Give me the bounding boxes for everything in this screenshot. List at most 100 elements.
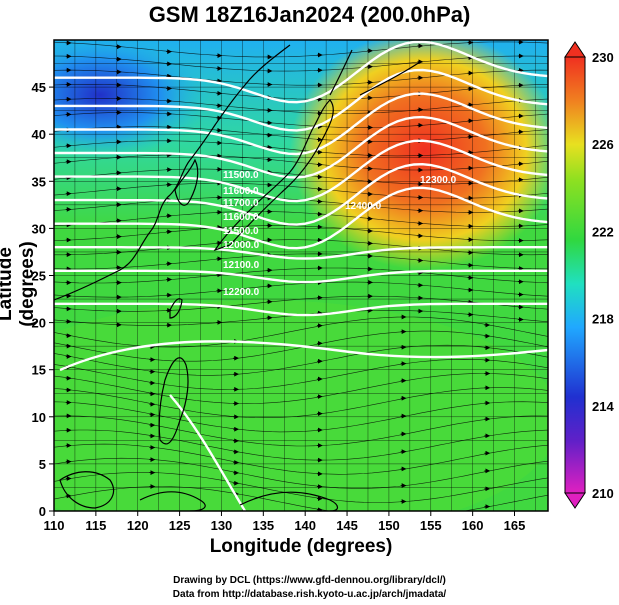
x-tick-label: 135 [252, 518, 274, 533]
coastline [139, 491, 206, 511]
coastline [59, 471, 115, 509]
streamline [54, 316, 548, 348]
streamline [54, 472, 548, 503]
colorbar: 230 226 222 218 214 210 [564, 41, 614, 509]
streamline [54, 154, 548, 171]
streamline [54, 373, 548, 404]
contour-labels: 11500.011600.011700.011600.011500.012000… [223, 170, 457, 298]
y-tick-label: 45 [32, 80, 46, 95]
colorbar-tick-label: 210 [592, 486, 614, 501]
coastline [239, 491, 339, 511]
colorbar-ramp [564, 56, 586, 494]
colorbar-tick-label: 214 [592, 399, 614, 414]
contour-label: 12400.0 [345, 201, 382, 212]
height-contour [54, 162, 548, 226]
colorbar-tick-label: 218 [592, 312, 614, 327]
streamline [54, 55, 548, 72]
contour-label: 12300.0 [420, 175, 457, 186]
height-contour [54, 68, 548, 132]
contour-label: 11600.0 [223, 186, 259, 197]
warm-region [290, 40, 548, 270]
streamline [54, 330, 548, 362]
streamline [54, 41, 548, 58]
height-contour [54, 269, 548, 284]
map-plot-area: 11500.011600.011700.011600.011500.012000… [54, 40, 548, 511]
streamline [54, 69, 548, 86]
wind-streamlines [54, 40, 548, 511]
streamline [54, 457, 548, 489]
x-tick-label: 130 [211, 518, 233, 533]
x-axis-label: Longitude (degrees) [209, 536, 393, 557]
streamline [54, 84, 548, 100]
colorbar-tick-label: 230 [592, 50, 614, 65]
streamline [54, 267, 548, 284]
streamline [54, 182, 548, 199]
coastline [174, 158, 199, 206]
y-tick-label: 10 [32, 410, 46, 425]
height-contour [54, 139, 548, 203]
colorbar-max-arrow [564, 41, 586, 58]
x-axis-ticks: 110 115 120 125 130 135 140 145 150 155 160 165 [44, 511, 526, 533]
contour-label: 11500.0 [223, 170, 259, 181]
x-tick-label: 155 [420, 518, 442, 533]
streamline [54, 211, 548, 227]
y-tick-label: 35 [32, 174, 46, 189]
coastline [213, 99, 334, 252]
height-contour [54, 40, 548, 104]
x-tick-label: 115 [85, 518, 106, 533]
y-tick-label: 30 [32, 221, 46, 236]
streamline [54, 358, 548, 390]
height-contour [54, 246, 548, 260]
streamline [54, 295, 548, 312]
y-axis-ticks: 0 5 10 15 20 25 30 35 40 45 [32, 80, 54, 519]
x-tick-label: 160 [462, 518, 484, 533]
x-tick-label: 125 [169, 518, 191, 533]
colorbar-min-arrow [564, 492, 586, 509]
tropical-region [54, 300, 548, 511]
x-tick-label: 145 [336, 518, 358, 533]
streamline [54, 253, 548, 270]
y-tick-label: 0 [39, 504, 46, 519]
coastline [158, 357, 189, 445]
credit-drawing: Drawing by DCL (https://www.gfd-dennou.o… [173, 575, 446, 586]
y-tick-label: 40 [32, 127, 46, 142]
height-contour [54, 302, 548, 317]
colorbar-tick-label: 222 [592, 224, 614, 239]
streamline [54, 225, 548, 241]
colorbar-ticks: 230 226 222 218 214 210 [592, 50, 614, 501]
coastline [329, 49, 421, 96]
x-tick-label: 140 [294, 518, 316, 533]
contour-label: 12200.0 [223, 287, 260, 298]
lat-lon-grid [54, 40, 548, 511]
contour-label: 11700.0 [223, 198, 259, 209]
x-tick-label: 150 [378, 518, 400, 533]
streamline [54, 344, 548, 376]
coastlines [54, 44, 421, 511]
contour-label: 11600.0 [223, 212, 259, 223]
chart-title: GSM 18Z16Jan2024 (200.0hPa) [148, 2, 471, 27]
streamline [54, 401, 548, 433]
y-tick-label: 5 [39, 457, 46, 472]
credit-data: Data from http://database.rish.kyoto-u.a… [172, 589, 447, 600]
y-tick-label: 15 [32, 363, 46, 378]
streamline [54, 429, 548, 461]
colorbar-tick-label: 226 [592, 137, 614, 152]
height-contour [169, 394, 247, 511]
streamline [54, 415, 548, 447]
height-contour [54, 115, 548, 179]
x-tick-label: 110 [44, 518, 65, 533]
coastline [169, 298, 183, 319]
contour-label: 12000.0 [223, 240, 260, 251]
y-tick-label: 25 [32, 269, 46, 284]
x-tick-label: 165 [504, 518, 526, 533]
contour-label: 11500.0 [223, 226, 259, 237]
streamline [54, 112, 548, 128]
streamline [54, 239, 548, 256]
streamline [54, 126, 548, 142]
contour-label: 12100.0 [223, 260, 260, 271]
streamline [54, 281, 548, 298]
streamline [54, 443, 548, 475]
x-tick-label: 120 [127, 518, 149, 533]
coastline [54, 44, 291, 301]
